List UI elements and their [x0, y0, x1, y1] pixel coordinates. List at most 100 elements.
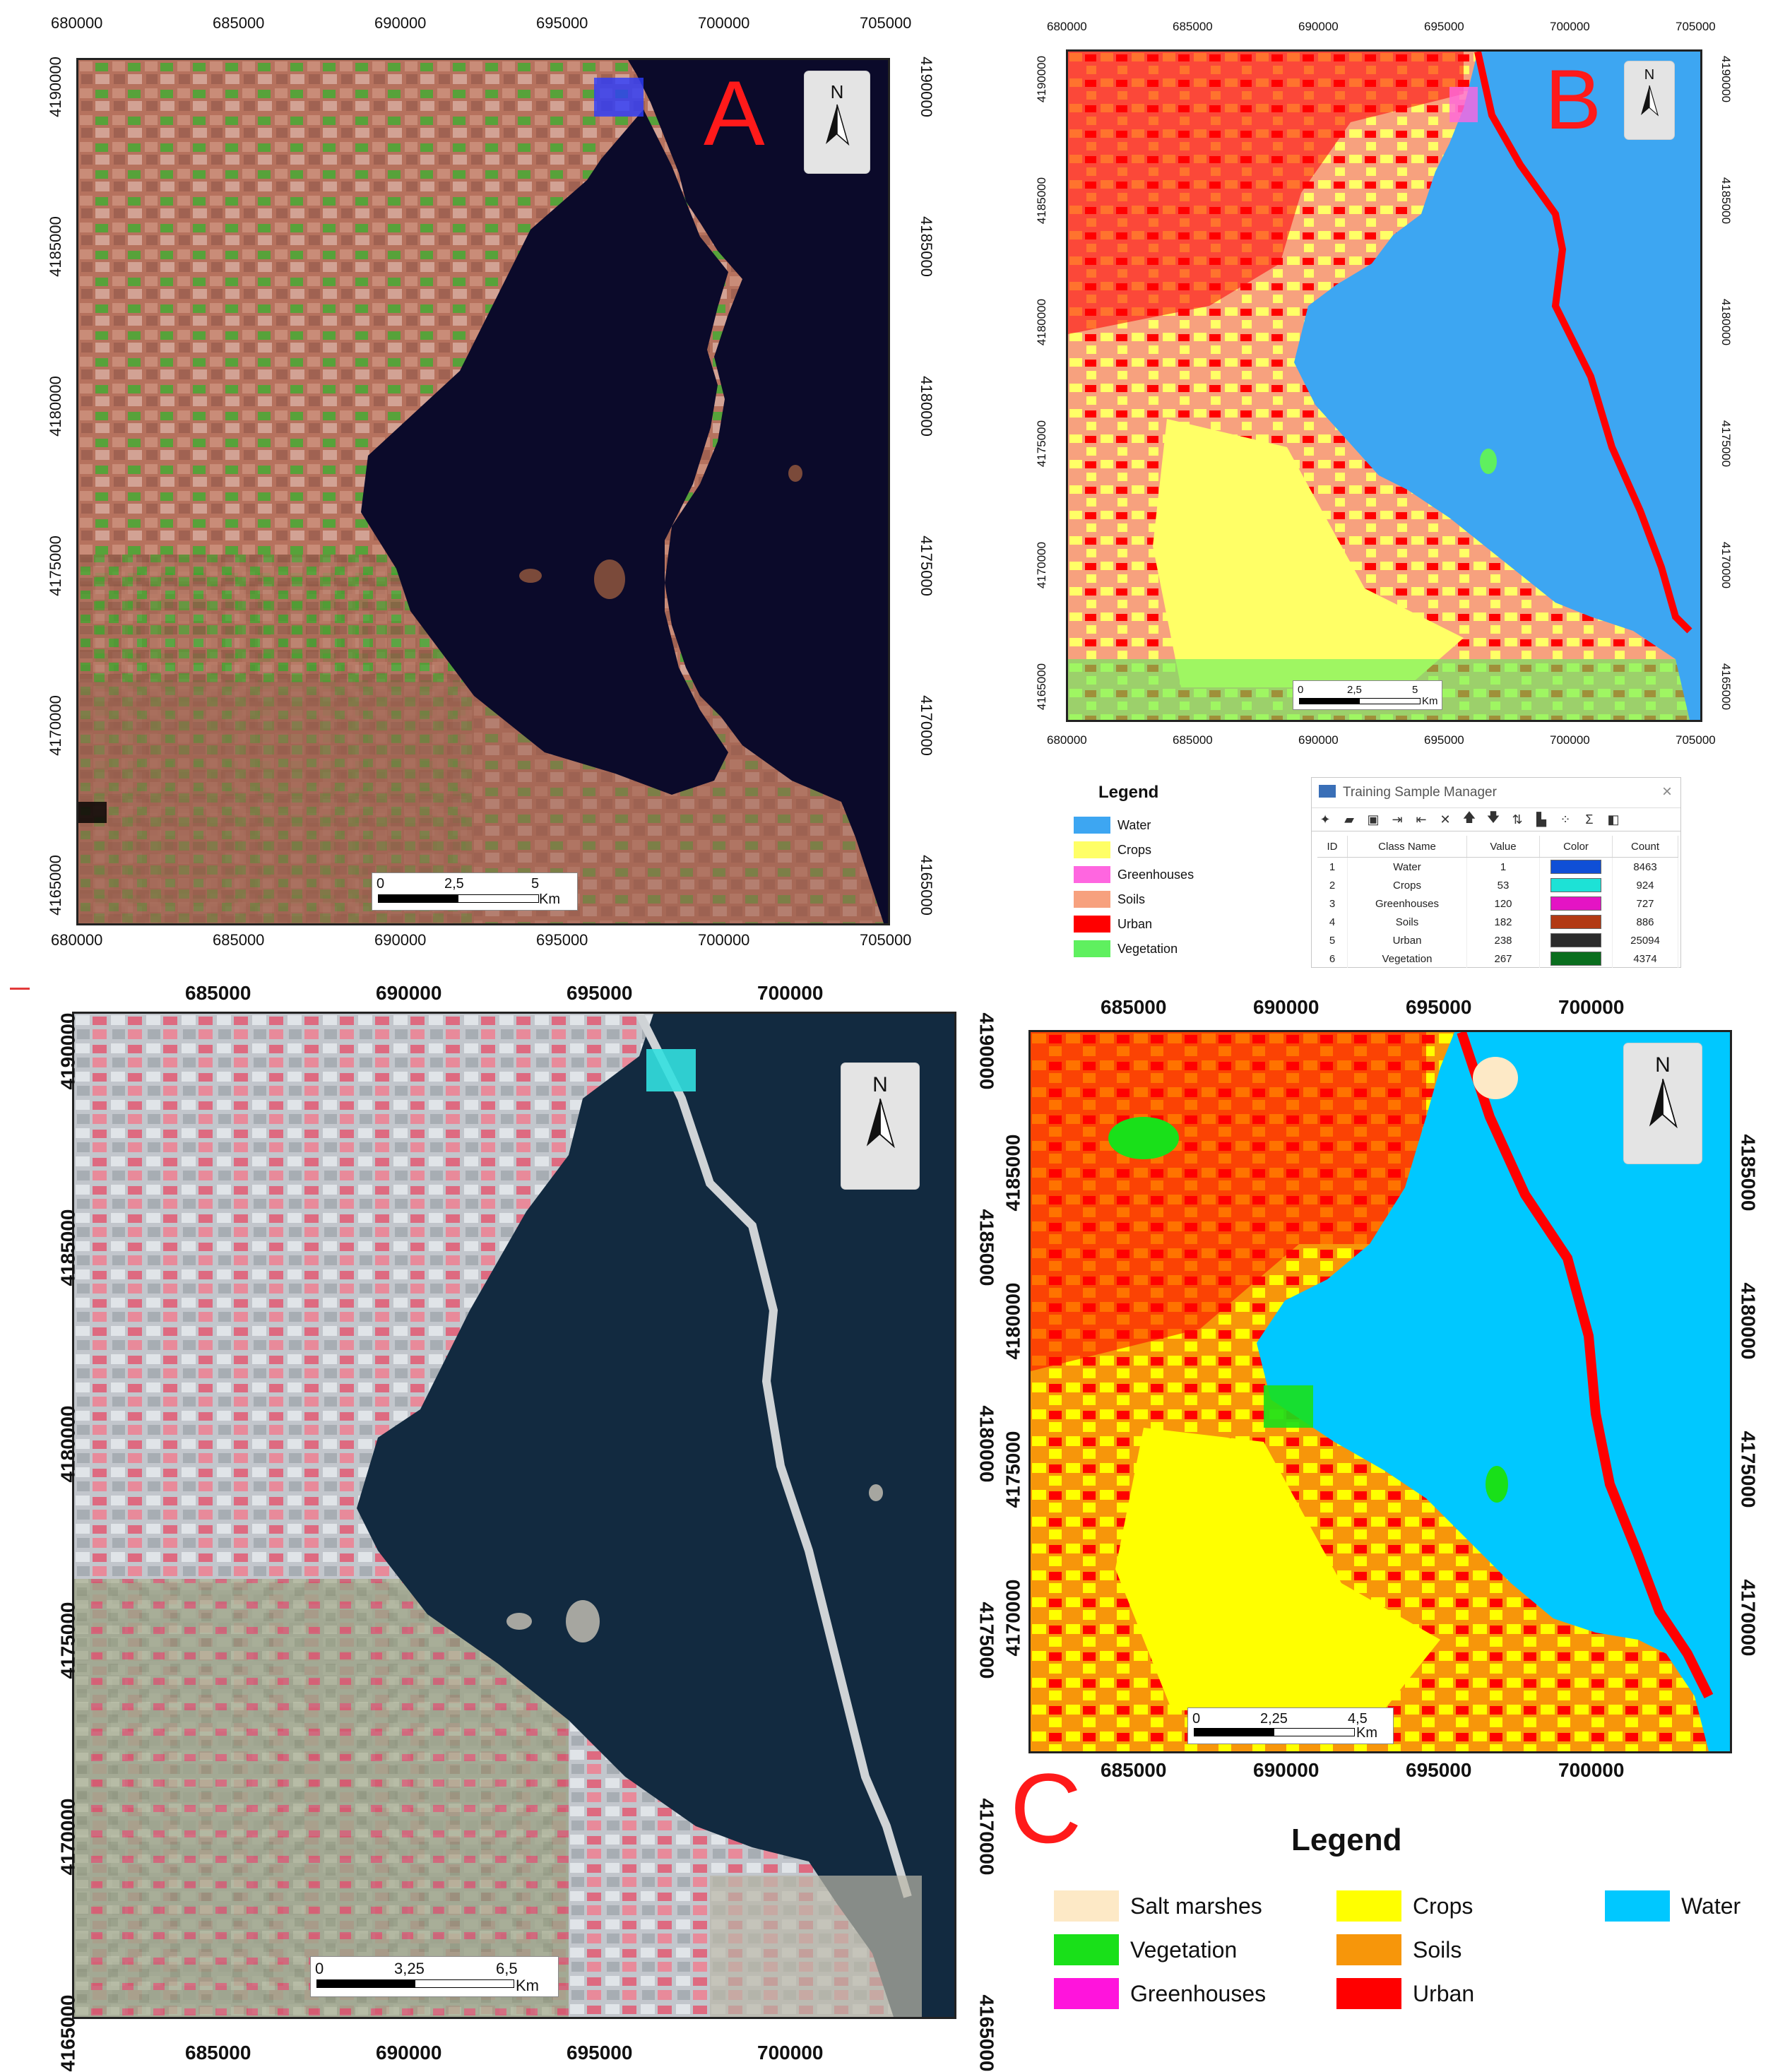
cell-color[interactable] [1539, 949, 1613, 968]
training-sample-manager: Training Sample Manager × ✦ ▰ ▣ ⇥ ⇤ ✕ 🡅 … [1311, 777, 1681, 968]
legend-swatch [1054, 1890, 1119, 1922]
cell-id: 3 [1317, 894, 1348, 913]
panel-c-left-map: N 0 3,25 6,5 Km [72, 1012, 956, 2019]
cell-color[interactable] [1539, 876, 1613, 894]
y-tick-label: 4170000 [1035, 541, 1049, 589]
cell-color[interactable] [1539, 913, 1613, 931]
class-color-swatch[interactable] [1550, 915, 1601, 929]
close-icon[interactable]: × [1661, 782, 1672, 801]
class-color-swatch[interactable] [1550, 896, 1601, 911]
north-arrow-label: N [1644, 67, 1655, 83]
y-tick-label: 4170000 [917, 695, 935, 756]
x-tick-label: 685000 [1101, 1759, 1167, 1781]
x-tick-label: 700000 [1550, 733, 1590, 747]
scale-label-mid: 2,5 [1347, 684, 1362, 696]
cell-id: 2 [1317, 876, 1348, 894]
class-color-swatch[interactable] [1550, 860, 1601, 874]
north-arrow: N [1625, 61, 1674, 139]
col-id[interactable]: ID [1317, 836, 1348, 858]
move-down-icon[interactable]: 🡇 [1486, 810, 1500, 824]
x-tick-label: 700000 [757, 2042, 824, 2064]
x-tick-label: 680000 [1047, 733, 1087, 747]
split-icon[interactable]: ⇤ [1416, 812, 1427, 827]
scale-bar: 0 3,25 6,5 Km [310, 1956, 559, 1997]
legend-swatch [1336, 1978, 1401, 2009]
legend-label: Soils [1413, 1936, 1462, 1963]
class-color-swatch[interactable] [1550, 952, 1601, 966]
legend-swatch [1074, 817, 1110, 834]
x-tick-label: 695000 [536, 14, 588, 32]
y-tick-label: 4185000 [57, 1209, 79, 1286]
y-tick-label: 4175000 [57, 1602, 79, 1679]
x-tick-label: 700000 [698, 931, 750, 949]
legend-swatch [1336, 1934, 1401, 1965]
legend-item: Greenhouses [1074, 866, 1194, 883]
x-tick-label: 705000 [1676, 20, 1716, 33]
x-tick-label: 690000 [1298, 733, 1339, 747]
cell-class-name: Soils [1347, 913, 1467, 931]
cell-color[interactable] [1539, 857, 1613, 876]
cell-value: 267 [1466, 949, 1540, 968]
legend-label: Salt marshes [1130, 1893, 1262, 1919]
table-row[interactable]: 4 Soils 182 886 [1317, 913, 1678, 931]
new-class-icon[interactable]: ✦ [1320, 812, 1331, 827]
y-tick-label: 4175000 [46, 535, 64, 596]
panel-c-right-map: N 0 2,25 4,5 Km [1028, 1030, 1732, 1753]
legend-item: Water [1074, 817, 1151, 834]
cell-color[interactable] [1539, 894, 1613, 913]
cell-count: 8463 [1612, 857, 1678, 876]
panel-b-legend-title: Legend [1098, 783, 1159, 802]
delete-icon[interactable]: ✕ [1440, 812, 1451, 827]
x-tick-label: 700000 [757, 982, 824, 1004]
scale-bar-graphic [378, 894, 539, 903]
histogram-icon[interactable]: ▙ [1536, 812, 1546, 827]
north-arrow-label: N [830, 81, 844, 102]
sort-icon[interactable]: ⇅ [1512, 812, 1523, 827]
scale-bar-graphic [1299, 698, 1421, 704]
legend-label: Urban [1413, 1980, 1475, 2006]
cell-count: 25094 [1612, 931, 1678, 949]
scale-bar-graphic [1194, 1728, 1355, 1736]
layers-icon[interactable]: ◧ [1607, 812, 1620, 827]
table-row[interactable]: 6 Vegetation 267 4374 [1317, 949, 1678, 968]
y-tick-label: 4175000 [1719, 420, 1733, 468]
panel-c-satellite-image [74, 1014, 954, 2017]
scale-label-mid: 2,5 [444, 876, 464, 892]
scatterplot-icon[interactable]: ⁘ [1560, 812, 1571, 827]
col-value[interactable]: Value [1466, 836, 1540, 858]
legend-item: Vegetation [1074, 940, 1178, 957]
save-icon[interactable]: ▣ [1367, 812, 1380, 827]
col-count[interactable]: Count [1612, 836, 1678, 858]
cell-value: 238 [1466, 931, 1540, 949]
x-tick-label: 690000 [1298, 20, 1339, 33]
x-tick-label: 705000 [860, 931, 912, 949]
cell-value: 182 [1466, 913, 1540, 931]
north-arrow-label: N [1655, 1053, 1671, 1077]
table-row[interactable]: 2 Crops 53 924 [1317, 876, 1678, 894]
scale-label-max: 5 [531, 876, 540, 892]
col-class-name[interactable]: Class Name [1347, 836, 1467, 858]
col-color[interactable]: Color [1539, 836, 1613, 858]
table-row[interactable]: 5 Urban 238 25094 [1317, 931, 1678, 949]
cell-count: 4374 [1612, 949, 1678, 968]
class-color-swatch[interactable] [1550, 933, 1601, 947]
legend-item: Soils [1336, 1934, 1461, 1965]
cell-color[interactable] [1539, 931, 1613, 949]
table-row[interactable]: 1 Water 1 8463 [1317, 857, 1678, 876]
statistics-icon[interactable]: Σ [1585, 812, 1594, 827]
scale-label-max: 6,5 [496, 1960, 518, 1977]
merge-icon[interactable]: ⇥ [1392, 812, 1403, 827]
class-color-swatch[interactable] [1550, 878, 1601, 892]
legend-item: Crops [1336, 1890, 1473, 1922]
cell-count: 886 [1612, 913, 1678, 931]
scale-bar-graphic [316, 1979, 514, 1988]
move-up-icon[interactable]: 🡅 [1462, 810, 1476, 824]
panel-b-map: B N 0 2,5 5 Km [1066, 49, 1702, 722]
y-tick-label: 4170000 [46, 695, 64, 756]
x-tick-label: 700000 [1558, 996, 1625, 1018]
open-folder-icon[interactable]: ▰ [1344, 812, 1354, 827]
panel-a: 680000 685000 690000 695000 700000 705000 680… [0, 0, 961, 968]
cell-id: 5 [1317, 931, 1348, 949]
y-tick-label: 4180000 [1002, 1282, 1024, 1360]
table-row[interactable]: 3 Greenhouses 120 727 [1317, 894, 1678, 913]
